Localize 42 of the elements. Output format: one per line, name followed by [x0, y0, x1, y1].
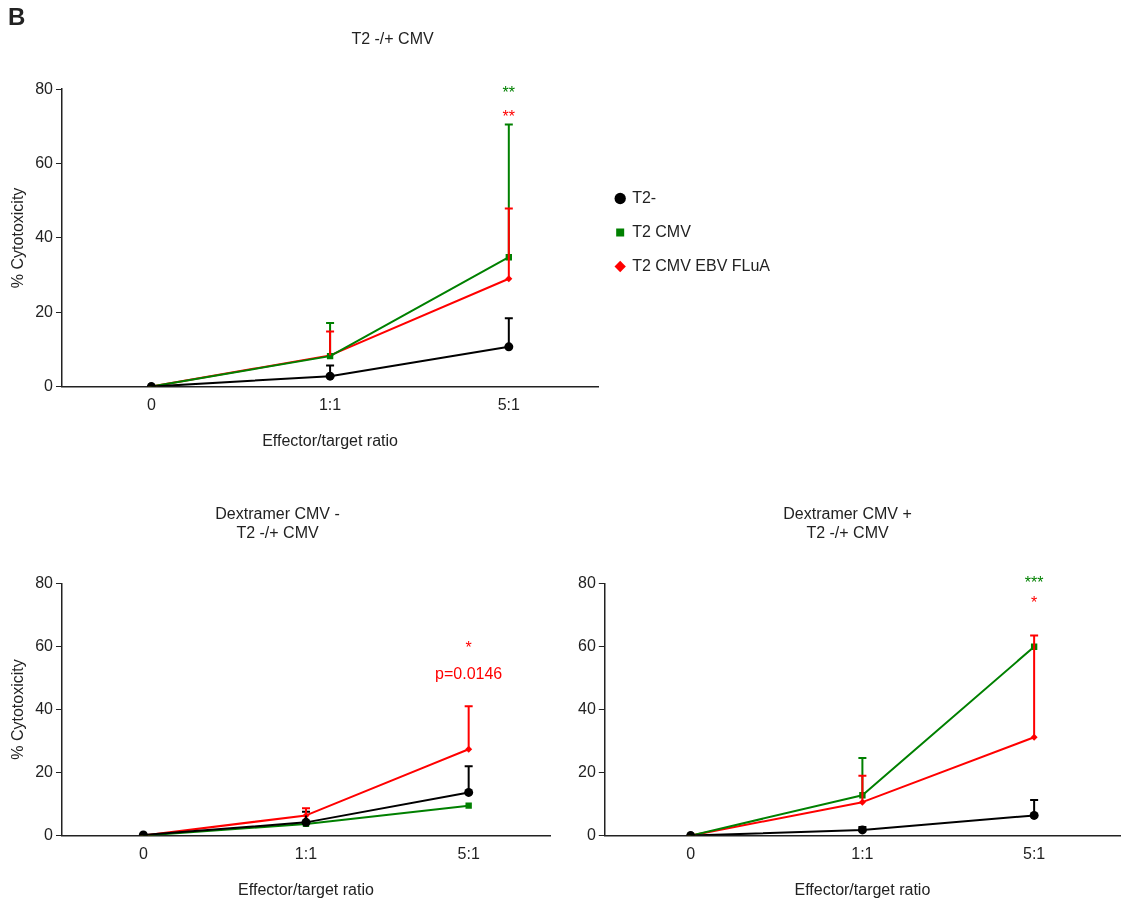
legend-label: T2 CMV: [632, 222, 692, 240]
y-tick-label: 80: [35, 79, 54, 97]
x-tick-label: 0: [138, 844, 148, 862]
x-tick-label: 5:1: [457, 844, 480, 862]
y-tick-label: 0: [44, 377, 54, 395]
legend-label: T2-: [632, 188, 657, 206]
x-tick-label: 5:1: [1023, 844, 1046, 862]
y-tick-label: 20: [578, 762, 596, 780]
annotation: **: [502, 107, 516, 125]
annotation: p=0.0146: [435, 664, 503, 682]
y-tick-label: 40: [35, 699, 54, 717]
y-tick-label: 60: [35, 636, 54, 654]
x-tick-label: 5:1: [497, 395, 521, 413]
annotation: **: [502, 84, 516, 102]
y-tick-label: 20: [35, 302, 54, 320]
y-tick-label: 40: [35, 228, 54, 246]
y-axis-title: % Cytotoxicity: [9, 187, 27, 289]
chart-title: Dextramer CMV - T2 -/+ CMV: [215, 505, 340, 542]
y-tick-label: 80: [35, 573, 54, 591]
y-tick-label: 0: [586, 826, 596, 844]
y-tick-label: 60: [35, 153, 54, 171]
text: B: [8, 2, 26, 30]
y-tick-label: 80: [578, 573, 596, 591]
annotation: ***: [1024, 573, 1044, 591]
x-axis-title: Effector/target ratio: [794, 880, 931, 898]
y-tick-label: 0: [44, 826, 54, 844]
y-tick-label: 20: [35, 762, 54, 780]
x-tick-label: 1:1: [294, 844, 318, 862]
legend-label: T2 CMV EBV FLuA: [632, 256, 771, 274]
x-axis-title: Effector/target ratio: [262, 431, 399, 449]
annotation: *: [1031, 593, 1038, 611]
chart-title: T2 -/+ CMV: [351, 30, 434, 48]
chart-title: Dextramer CMV + T2 -/+ CMV: [783, 505, 912, 542]
x-tick-label: 0: [146, 395, 156, 413]
y-tick-label: 60: [578, 636, 596, 654]
x-tick-label: 1:1: [318, 395, 342, 413]
x-tick-label: 0: [686, 844, 696, 862]
x-tick-label: 1:1: [851, 844, 874, 862]
annotation: *: [465, 639, 472, 657]
y-tick-label: 40: [578, 699, 596, 717]
x-axis-title: Effector/target ratio: [238, 880, 374, 898]
y-axis-title: % Cytotoxicity: [9, 659, 27, 760]
